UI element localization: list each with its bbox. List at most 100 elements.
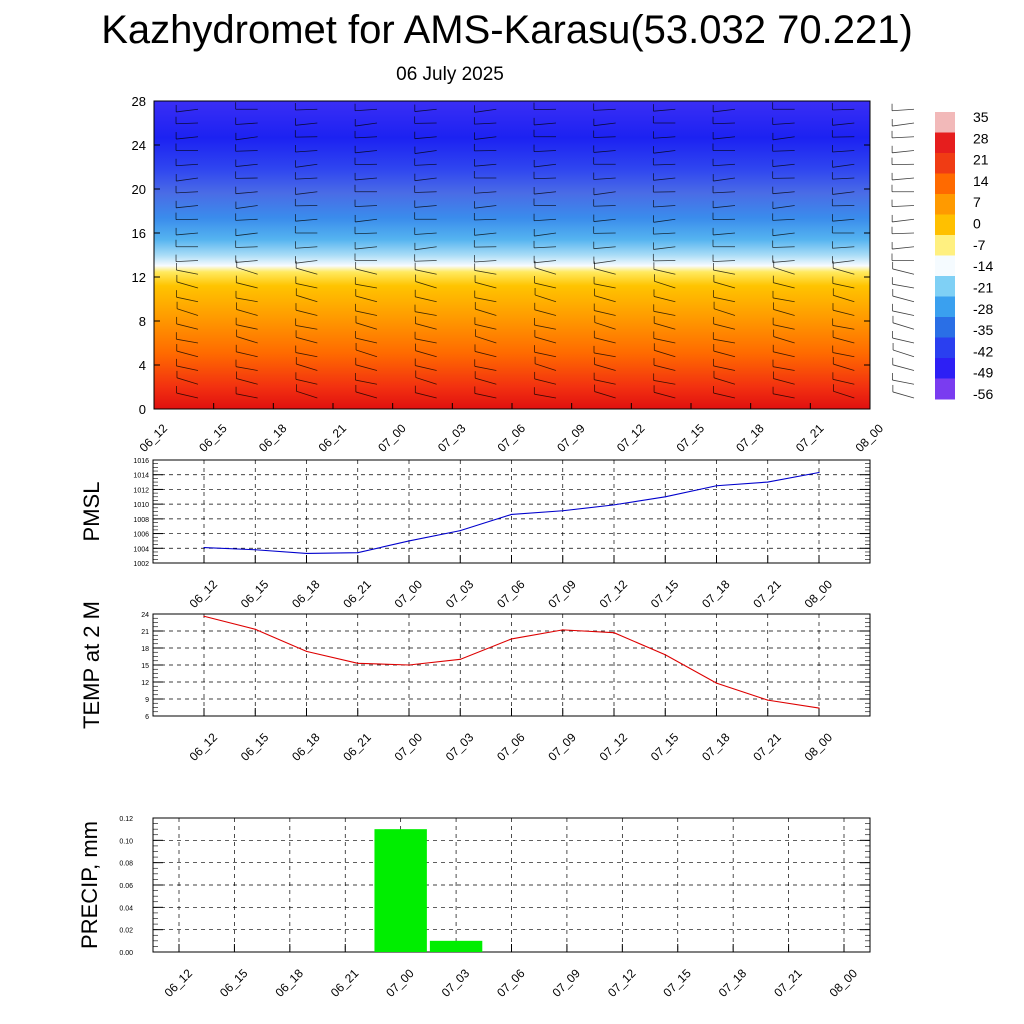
wind-barb (892, 391, 915, 399)
wind-barb (832, 352, 855, 358)
wind-barb (415, 281, 437, 289)
x-tick-label: 07_06 (494, 577, 528, 611)
wind-barb (414, 246, 437, 251)
wind-barb (772, 191, 795, 195)
colorbar-swatch (935, 378, 955, 400)
wind-barb (236, 309, 258, 316)
data-point (767, 481, 769, 483)
data-point (562, 510, 564, 512)
y-tick-label: 12 (132, 270, 146, 285)
wind-barb (892, 364, 915, 371)
wind-barb (832, 378, 855, 385)
wind-barb (653, 296, 676, 303)
data-point (562, 629, 564, 631)
wind-barb (594, 391, 616, 399)
x-tick-label: 07_09 (545, 730, 579, 764)
x-tick-label: 07_00 (392, 577, 426, 611)
wind-barb (773, 309, 795, 316)
wind-barb (415, 269, 437, 275)
wind-barb (832, 309, 855, 316)
wind-barb (355, 337, 378, 344)
x-tick-label: 07_00 (375, 421, 409, 455)
x-tick-label: 07_03 (439, 966, 473, 1000)
wind-barb (534, 191, 557, 195)
wind-barb (892, 108, 915, 112)
wind-barb (713, 205, 736, 209)
wind-barb (295, 260, 318, 264)
y-axis-label: TEMP at 2 M (79, 601, 104, 729)
wind-barb (415, 377, 437, 385)
wind-barb (653, 205, 676, 208)
x-tick-label: 07_18 (733, 421, 767, 455)
data-point (767, 699, 769, 701)
x-tick-label: 07_03 (443, 730, 477, 764)
wind-barb (534, 351, 557, 358)
wind-barb (295, 352, 318, 358)
data-point (613, 632, 615, 634)
colorbar-swatch (935, 358, 955, 379)
colorbar-swatch (935, 132, 955, 154)
y-tick-label: 1008 (133, 517, 149, 524)
wind-barb (653, 246, 676, 250)
y-tick-label: 1002 (133, 561, 149, 568)
colorbar-swatch (935, 173, 955, 195)
y-tick-label: 0.08 (119, 861, 133, 868)
colorbar-swatch (935, 194, 955, 215)
wind-barb (414, 177, 437, 182)
colorbar-label: -7 (973, 237, 986, 253)
wind-barb (593, 218, 616, 222)
wind-barb (773, 267, 795, 275)
wind-barb (713, 323, 736, 330)
wind-barb (593, 246, 616, 250)
wind-barb (474, 281, 497, 289)
colorbar-label: -28 (973, 301, 993, 317)
y-tick-label: 28 (132, 94, 146, 109)
wind-barb (355, 283, 378, 289)
wind-barb (295, 191, 318, 195)
x-tick-label: 07_21 (750, 730, 784, 764)
wind-barb (176, 281, 199, 289)
wind-barb (414, 108, 437, 112)
wind-barb (235, 136, 258, 141)
wind-barb (236, 378, 258, 385)
wind-barb (414, 338, 437, 344)
wind-barb (295, 150, 318, 153)
wind-barb (832, 163, 855, 168)
wind-barb (355, 246, 378, 250)
wind-barb (295, 378, 318, 385)
wind-barb (295, 108, 318, 111)
data-point (818, 707, 820, 709)
wind-barb (593, 122, 616, 127)
colorbar-swatch (935, 214, 955, 236)
wind-barb (892, 268, 915, 275)
data-point (664, 654, 666, 656)
wind-barb (593, 352, 616, 358)
colorbar-label: 28 (973, 130, 989, 146)
wind-barb (474, 260, 497, 263)
wind-barb (713, 365, 736, 371)
wind-barb (593, 108, 616, 111)
wind-barb (772, 297, 795, 303)
data-point (254, 549, 256, 551)
wind-barb (176, 338, 199, 344)
x-tick-label: 07_15 (660, 966, 694, 1000)
colorbar-label: 7 (973, 194, 981, 210)
wind-barb (772, 260, 795, 263)
data-point (203, 615, 205, 617)
y-tick-label: 0.00 (119, 950, 133, 957)
wind-barb (235, 260, 258, 263)
wind-barb (773, 282, 795, 289)
wind-barb (176, 296, 199, 303)
wind-barb (534, 378, 557, 385)
data-point (664, 496, 666, 498)
wind-barb (713, 392, 736, 399)
x-tick-label: 07_06 (495, 421, 529, 455)
data-point (305, 650, 308, 653)
wind-barb (295, 246, 318, 249)
colorbar-label: -14 (973, 258, 993, 274)
x-tick-label: 07_12 (597, 577, 631, 611)
wind-barb (176, 163, 199, 167)
y-tick-label: 0.12 (119, 816, 133, 823)
x-tick-label: 08_00 (827, 966, 861, 1000)
precip-bar (429, 940, 483, 952)
